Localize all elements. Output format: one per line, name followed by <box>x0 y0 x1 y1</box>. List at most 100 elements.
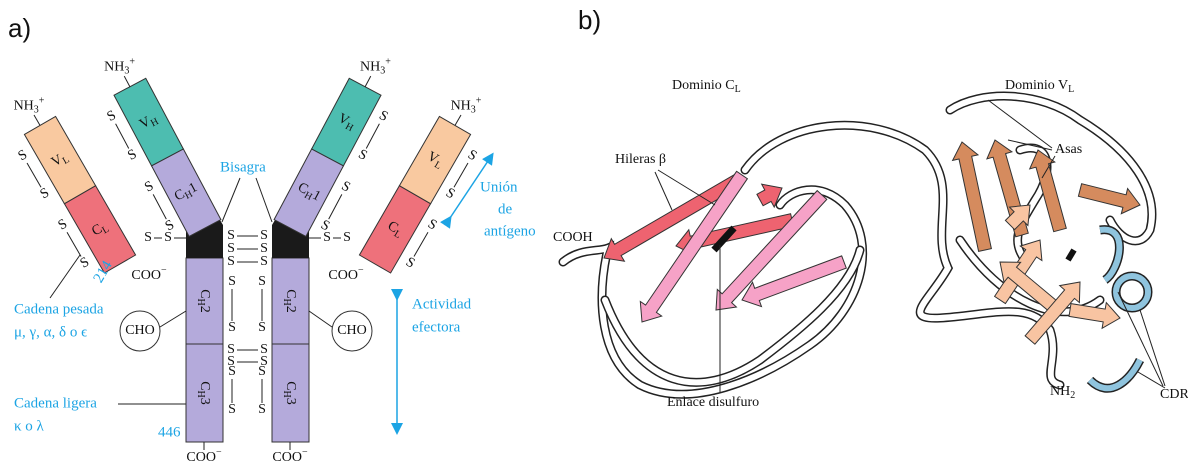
n-terminus: NH3+ <box>360 57 391 77</box>
domain-label-sub: H <box>281 299 292 306</box>
sulfur: S <box>260 354 268 369</box>
n-terminus: NH3+ <box>14 96 45 116</box>
c-terminus: COO− <box>131 265 167 283</box>
sulfur: S <box>78 255 92 272</box>
n-terminus-sup: + <box>476 96 482 107</box>
effector-label: Actividad <box>412 296 472 312</box>
c-terminus-main: COO <box>328 268 358 283</box>
line <box>124 76 130 87</box>
sulfur: S <box>443 185 457 202</box>
domain-label-after: 2 <box>197 306 212 313</box>
sulfur: S <box>228 320 236 335</box>
sulfur: S <box>260 254 268 269</box>
carbohydrate-label: CHO <box>337 323 367 338</box>
loops-label: Asas <box>1055 142 1082 157</box>
sulfur: S <box>125 147 139 164</box>
n-terminus: NH3+ <box>104 57 135 77</box>
antigen-binding-label: de <box>498 201 513 217</box>
beta-strand <box>953 142 992 251</box>
sulfur: S <box>323 230 331 245</box>
domain-label-main: C <box>283 381 298 390</box>
c-terminus-sup: − <box>358 265 364 276</box>
line <box>414 232 428 256</box>
antigen-binding-label: antígeno <box>484 223 536 239</box>
sulfur: S <box>356 147 370 164</box>
line <box>222 178 240 222</box>
sulfur: S <box>142 179 156 196</box>
sulfur: S <box>339 179 353 196</box>
n-terminus-main: NH <box>14 99 34 114</box>
domain-title: Dominio VL <box>1005 78 1074 95</box>
effector-label: efectora <box>412 319 461 335</box>
domain-label-sub: H <box>195 299 206 306</box>
figure: a)b)CH2CH3COO−CH2CH3COO−CH1SSVHSSNH3+CH1… <box>0 0 1188 463</box>
c-terminus-main: COO <box>131 268 161 283</box>
c-terminus: COO− <box>272 447 308 463</box>
sulfur: S <box>227 254 235 269</box>
sulfur: S <box>56 217 70 234</box>
sulfur: S <box>38 185 52 202</box>
sulfur: S <box>258 320 266 335</box>
disulfide-label: Enlace disulfuro <box>667 395 759 410</box>
beta-strand <box>1078 184 1140 214</box>
domain-title-sub: L <box>735 84 741 95</box>
sulfur: S <box>228 402 236 417</box>
n-terminus-main: NH <box>1050 384 1070 399</box>
beta-strand <box>1030 150 1067 232</box>
line <box>988 100 1052 148</box>
carbohydrate-label: CHO <box>125 323 155 338</box>
light-chain-classes: κ o λ <box>14 418 45 434</box>
domain-label-after: 3 <box>283 398 298 405</box>
sulfur: S <box>105 108 119 125</box>
line <box>27 163 41 187</box>
line <box>256 178 272 222</box>
domain-label-after: 3 <box>197 398 212 405</box>
c-terminus: COO− <box>186 447 222 463</box>
line <box>658 170 715 205</box>
domain-title-main: Dominio V <box>1005 78 1068 93</box>
domain-label-main: C <box>197 381 212 390</box>
cdr-label: CDR <box>1160 387 1188 402</box>
panel-label: b) <box>578 5 601 35</box>
sulfur: S <box>343 230 351 245</box>
domain-label-sub: H <box>281 391 292 398</box>
loop-outline <box>745 125 1060 385</box>
line <box>454 163 468 187</box>
sulfur: S <box>465 147 479 164</box>
c-terminus-main: COO <box>186 450 216 463</box>
line <box>160 311 186 327</box>
c-terminus-main: COO <box>272 450 302 463</box>
sulfur: S <box>425 217 439 234</box>
line <box>329 194 342 219</box>
line <box>116 124 129 149</box>
antigen-binding-label: Unión <box>480 179 518 195</box>
line <box>153 194 166 219</box>
n-terminus: NH3+ <box>451 96 482 116</box>
n-terminus-sub: 2 <box>1070 390 1075 401</box>
hinge-label: Bisagra <box>220 159 266 175</box>
line <box>1140 310 1165 386</box>
line <box>50 255 80 298</box>
n-terminus-sup: + <box>39 96 45 107</box>
sulfur: S <box>144 230 152 245</box>
sulfur: S <box>258 402 266 417</box>
sulfur: S <box>16 147 30 164</box>
n-terminus: NH2 <box>1050 384 1075 401</box>
domain-title-main: Dominio C <box>672 78 735 93</box>
heavy-chain-classes: μ, γ, α, δ o ϵ <box>14 324 87 340</box>
line <box>655 172 672 210</box>
sulfur: S <box>227 354 235 369</box>
line <box>455 115 461 125</box>
c-terminus: COOH <box>553 230 593 245</box>
c-terminus-sup: − <box>302 447 308 458</box>
n-terminus-main: NH <box>360 60 380 75</box>
n-terminus-sup: + <box>385 57 391 68</box>
c-terminus-sup: − <box>161 265 167 276</box>
sulfur: S <box>228 274 236 289</box>
n-terminus-main: NH <box>451 99 471 114</box>
domain-title: Dominio CL <box>672 78 741 95</box>
sulfur: S <box>376 108 390 125</box>
n-terminus-main: NH <box>104 60 124 75</box>
sulfur: S <box>164 230 172 245</box>
strands-label: Hileras β <box>615 152 666 167</box>
